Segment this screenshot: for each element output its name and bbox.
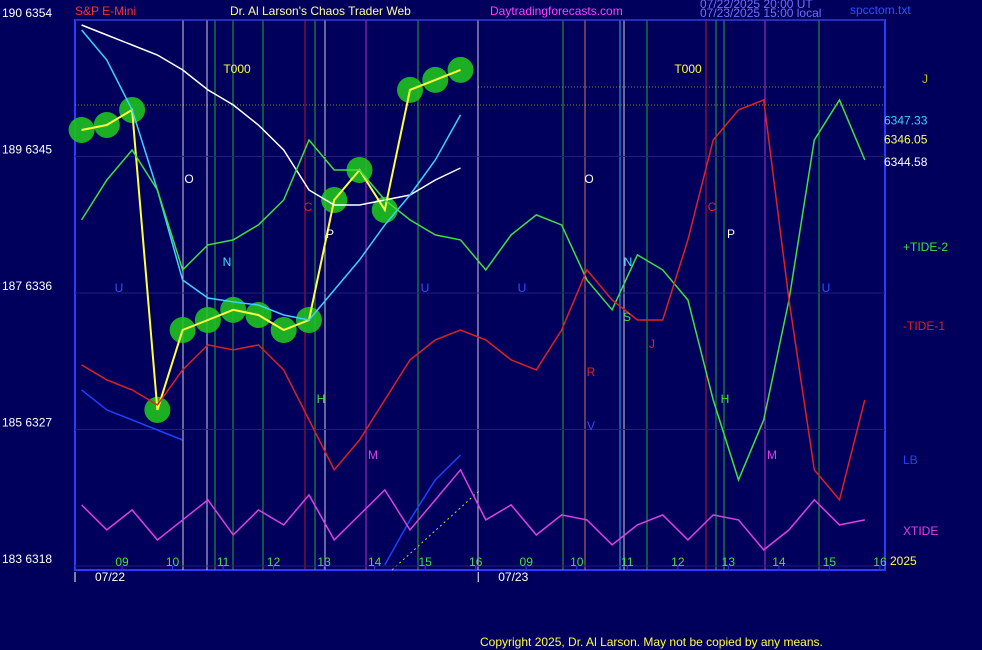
annotation: S [623,310,631,324]
x-tick-label: 12 [671,555,685,569]
legend-label: XTIDE [903,524,938,538]
annotation: V [587,419,595,433]
annotation: N [223,255,232,269]
annotation: T000 [223,62,251,76]
annotation: H [317,392,326,406]
x-tick-label: 14 [368,555,382,569]
annotation: C [304,200,313,214]
annotation: U [518,281,527,295]
series-line [80,98,866,483]
file-name: spcctom.txt [850,3,911,17]
annotation: H [721,392,730,406]
date-label: 07/23 [498,570,528,584]
annotation: O [184,172,193,186]
x-tick-label: 16 [873,555,887,569]
x-tick-label: 14 [772,555,786,569]
annotation: U [115,281,124,295]
legend-label: +TIDE-2 [903,240,948,254]
x-tick-label: 10 [570,555,584,569]
legend-label: LB [903,453,918,467]
annotation: M [767,448,777,462]
last-price: 6344.58 [884,155,928,169]
series-line [81,98,866,502]
last-price: 6346.05 [884,133,928,147]
legend-label: -TIDE-1 [903,319,945,333]
x-tick-label: 09 [520,555,534,569]
annotation: J [922,72,928,86]
series-line [81,24,461,206]
y-tick-label: 187 6336 [2,279,52,293]
series-line [81,468,865,551]
x-tick-label: 09 [115,555,129,569]
annotation: P [727,227,735,241]
x-tick-label: 16 [469,555,483,569]
x-tick-label: 11 [621,555,634,569]
annotation: M [368,448,378,462]
timestamp: 07/23/2025 15:00 local [700,6,821,20]
annotation: T000 [674,62,702,76]
site: Daytradingforecasts.com [490,4,623,18]
series-line [81,389,462,566]
x-tick-label: 12 [267,555,281,569]
x-tick-label: 13 [317,555,331,569]
year: 2025 [890,554,917,568]
y-tick-label: 190 6354 [2,6,52,20]
price-blob [68,116,95,143]
x-tick-label: 11 [217,555,230,569]
annotation: C [708,200,717,214]
x-tick-label: 13 [722,555,736,569]
instrument: S&P E-Mini [75,4,136,18]
annotation: J [649,337,655,351]
timestamp: 07/22/2025 20:00 UT [700,0,813,11]
x-tick-label: 15 [418,555,432,569]
chart-title: Dr. Al Larson's Chaos Trader Web [230,4,411,18]
y-tick-label: 185 6327 [2,416,52,430]
annotation: U [822,281,831,295]
annotation: O [584,172,593,186]
y-tick-label: 189 6345 [2,143,52,157]
annotation: R [587,365,596,379]
y-tick-label: 183 6318 [2,552,52,566]
series-line [81,68,461,411]
annotation: N [624,255,633,269]
copyright: Copyright 2025, Dr. Al Larson. May not b… [480,635,823,649]
x-tick-label: 15 [823,555,837,569]
annotation: P [326,227,334,241]
annotation: U [421,281,430,295]
date-label: 07/22 [95,570,125,584]
last-price: 6347.33 [884,113,928,127]
price-blob [447,56,474,83]
x-tick-label: 10 [166,555,180,569]
